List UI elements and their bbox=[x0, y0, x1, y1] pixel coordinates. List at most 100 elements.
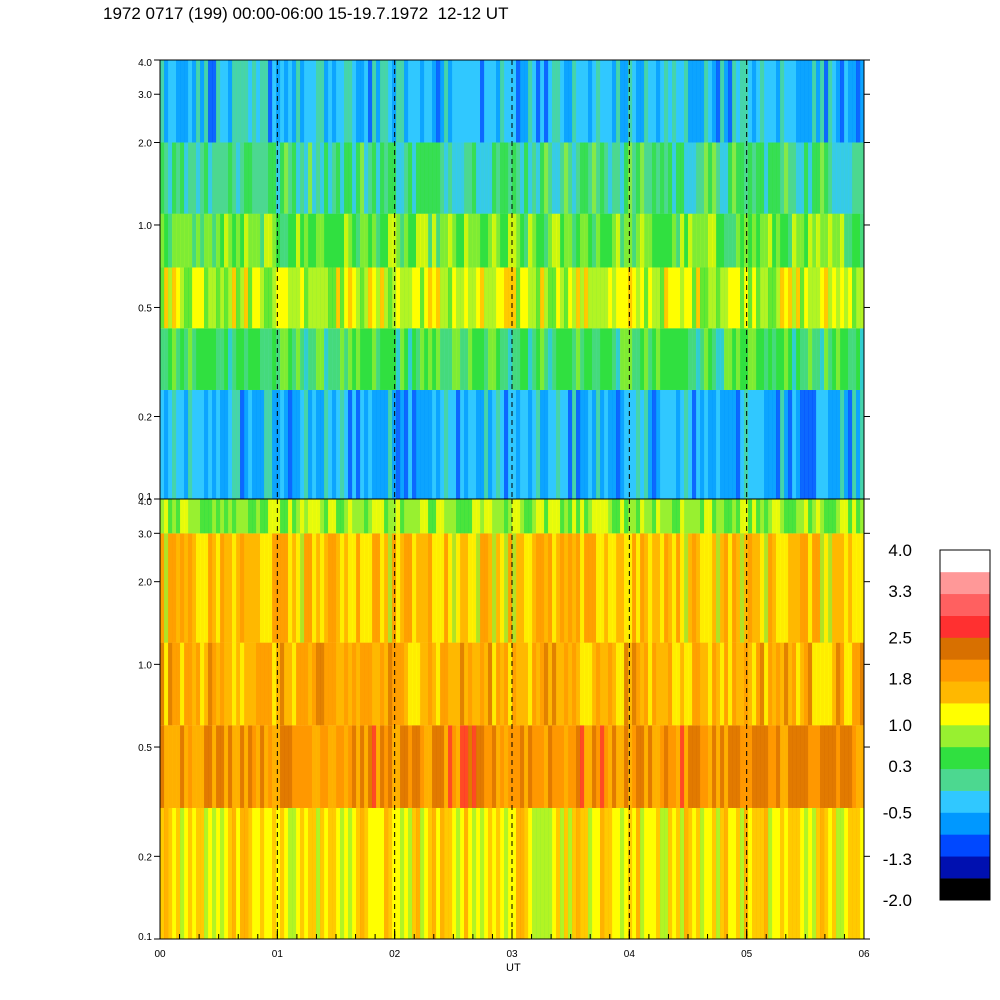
heatmap-cell bbox=[784, 499, 789, 534]
heatmap-cell bbox=[544, 642, 549, 726]
heatmap-cell bbox=[388, 328, 393, 390]
heatmap-cell bbox=[564, 642, 569, 726]
heatmap-cell bbox=[692, 267, 697, 329]
heatmap-cell bbox=[480, 142, 485, 214]
heatmap-cell bbox=[732, 499, 737, 534]
heatmap-cell bbox=[788, 642, 793, 726]
heatmap-cell bbox=[512, 60, 517, 143]
heatmap-cell bbox=[852, 499, 857, 534]
heatmap-cell bbox=[312, 533, 317, 643]
heatmap-cell bbox=[828, 389, 833, 499]
heatmap-cell bbox=[552, 389, 557, 499]
heatmap-cell bbox=[364, 267, 369, 329]
heatmap-cell bbox=[428, 499, 433, 534]
heatmap-cell bbox=[676, 807, 681, 939]
heatmap-cell bbox=[180, 267, 185, 329]
heatmap-cell bbox=[688, 267, 693, 329]
heatmap-cell bbox=[804, 533, 809, 643]
heatmap-cell bbox=[372, 328, 377, 390]
heatmap-cell bbox=[424, 389, 429, 499]
heatmap-cell bbox=[844, 213, 849, 268]
heatmap-cell bbox=[664, 328, 669, 390]
heatmap-cell bbox=[792, 642, 797, 726]
heatmap-cell bbox=[648, 60, 653, 143]
heatmap-cell bbox=[172, 807, 177, 939]
heatmap-cell bbox=[244, 642, 249, 726]
heatmap-cell bbox=[468, 499, 473, 534]
heatmap-cell bbox=[388, 389, 393, 499]
heatmap-cell bbox=[800, 213, 805, 268]
heatmap-cell bbox=[596, 389, 601, 499]
heatmap-cell bbox=[220, 328, 225, 390]
heatmap-cell bbox=[784, 328, 789, 390]
heatmap-cell bbox=[800, 267, 805, 329]
heatmap-cell bbox=[300, 725, 305, 808]
heatmap-cell bbox=[564, 807, 569, 939]
heatmap-cell bbox=[288, 142, 293, 214]
heatmap-cell bbox=[180, 499, 185, 534]
heatmap-cell bbox=[500, 60, 505, 143]
heatmap-cell bbox=[488, 328, 493, 390]
heatmap-cell bbox=[348, 213, 353, 268]
y-tick-label: 0.1 bbox=[138, 932, 152, 943]
heatmap-cell bbox=[256, 328, 261, 390]
heatmap-cell bbox=[428, 725, 433, 808]
chart-title: 1972 0717 (199) 00:00-06:00 15-19.7.1972… bbox=[103, 4, 509, 23]
heatmap-cell bbox=[476, 328, 481, 390]
heatmap-cell bbox=[764, 807, 769, 939]
heatmap-cell bbox=[696, 328, 701, 390]
heatmap-cell bbox=[552, 725, 557, 808]
heatmap-cell bbox=[412, 533, 417, 643]
heatmap-cell bbox=[196, 807, 201, 939]
heatmap-cell bbox=[276, 328, 281, 390]
heatmap-cell bbox=[500, 642, 505, 726]
heatmap-cell bbox=[780, 60, 785, 143]
heatmap-cell bbox=[484, 389, 489, 499]
heatmap-cell bbox=[232, 142, 237, 214]
heatmap-cell bbox=[448, 725, 453, 808]
heatmap-cell bbox=[540, 328, 545, 390]
heatmap-cell bbox=[404, 142, 409, 214]
heatmap-cell bbox=[236, 267, 241, 329]
heatmap-cell bbox=[652, 142, 657, 214]
heatmap-cell bbox=[852, 60, 857, 143]
heatmap-cell bbox=[200, 213, 205, 268]
heatmap-cell bbox=[696, 499, 701, 534]
heatmap-cell bbox=[768, 807, 773, 939]
heatmap-cell bbox=[396, 807, 401, 939]
heatmap-cell bbox=[376, 142, 381, 214]
heatmap-cell bbox=[436, 725, 441, 808]
heatmap-cell bbox=[452, 328, 457, 390]
heatmap-cell bbox=[716, 499, 721, 534]
heatmap-cell bbox=[832, 533, 837, 643]
heatmap-cell bbox=[248, 328, 253, 390]
heatmap-cell bbox=[460, 533, 465, 643]
heatmap-cell bbox=[192, 213, 197, 268]
heatmap-cell bbox=[360, 213, 365, 268]
heatmap-cell bbox=[400, 533, 405, 643]
heatmap-cell bbox=[160, 389, 165, 499]
heatmap-cell bbox=[816, 533, 821, 643]
heatmap-cell bbox=[192, 807, 197, 939]
heatmap-cell bbox=[260, 142, 265, 214]
heatmap-cell bbox=[720, 499, 725, 534]
heatmap-cell bbox=[508, 60, 513, 143]
heatmap-cell bbox=[496, 213, 501, 268]
heatmap-cell bbox=[636, 328, 641, 390]
heatmap-cell bbox=[380, 533, 385, 643]
heatmap-cell bbox=[176, 725, 181, 808]
heatmap-cell bbox=[520, 142, 525, 214]
heatmap-cell bbox=[596, 142, 601, 214]
heatmap-cell bbox=[456, 328, 461, 390]
heatmap-cell bbox=[816, 142, 821, 214]
heatmap-cell bbox=[700, 142, 705, 214]
heatmap-cell bbox=[664, 499, 669, 534]
heatmap-cell bbox=[736, 389, 741, 499]
heatmap-cell bbox=[396, 213, 401, 268]
heatmap-cell bbox=[600, 60, 605, 143]
heatmap-cell bbox=[308, 60, 313, 143]
heatmap-cell bbox=[308, 389, 313, 499]
heatmap-cell bbox=[660, 642, 665, 726]
heatmap-cell bbox=[744, 499, 749, 534]
heatmap-cell bbox=[716, 142, 721, 214]
